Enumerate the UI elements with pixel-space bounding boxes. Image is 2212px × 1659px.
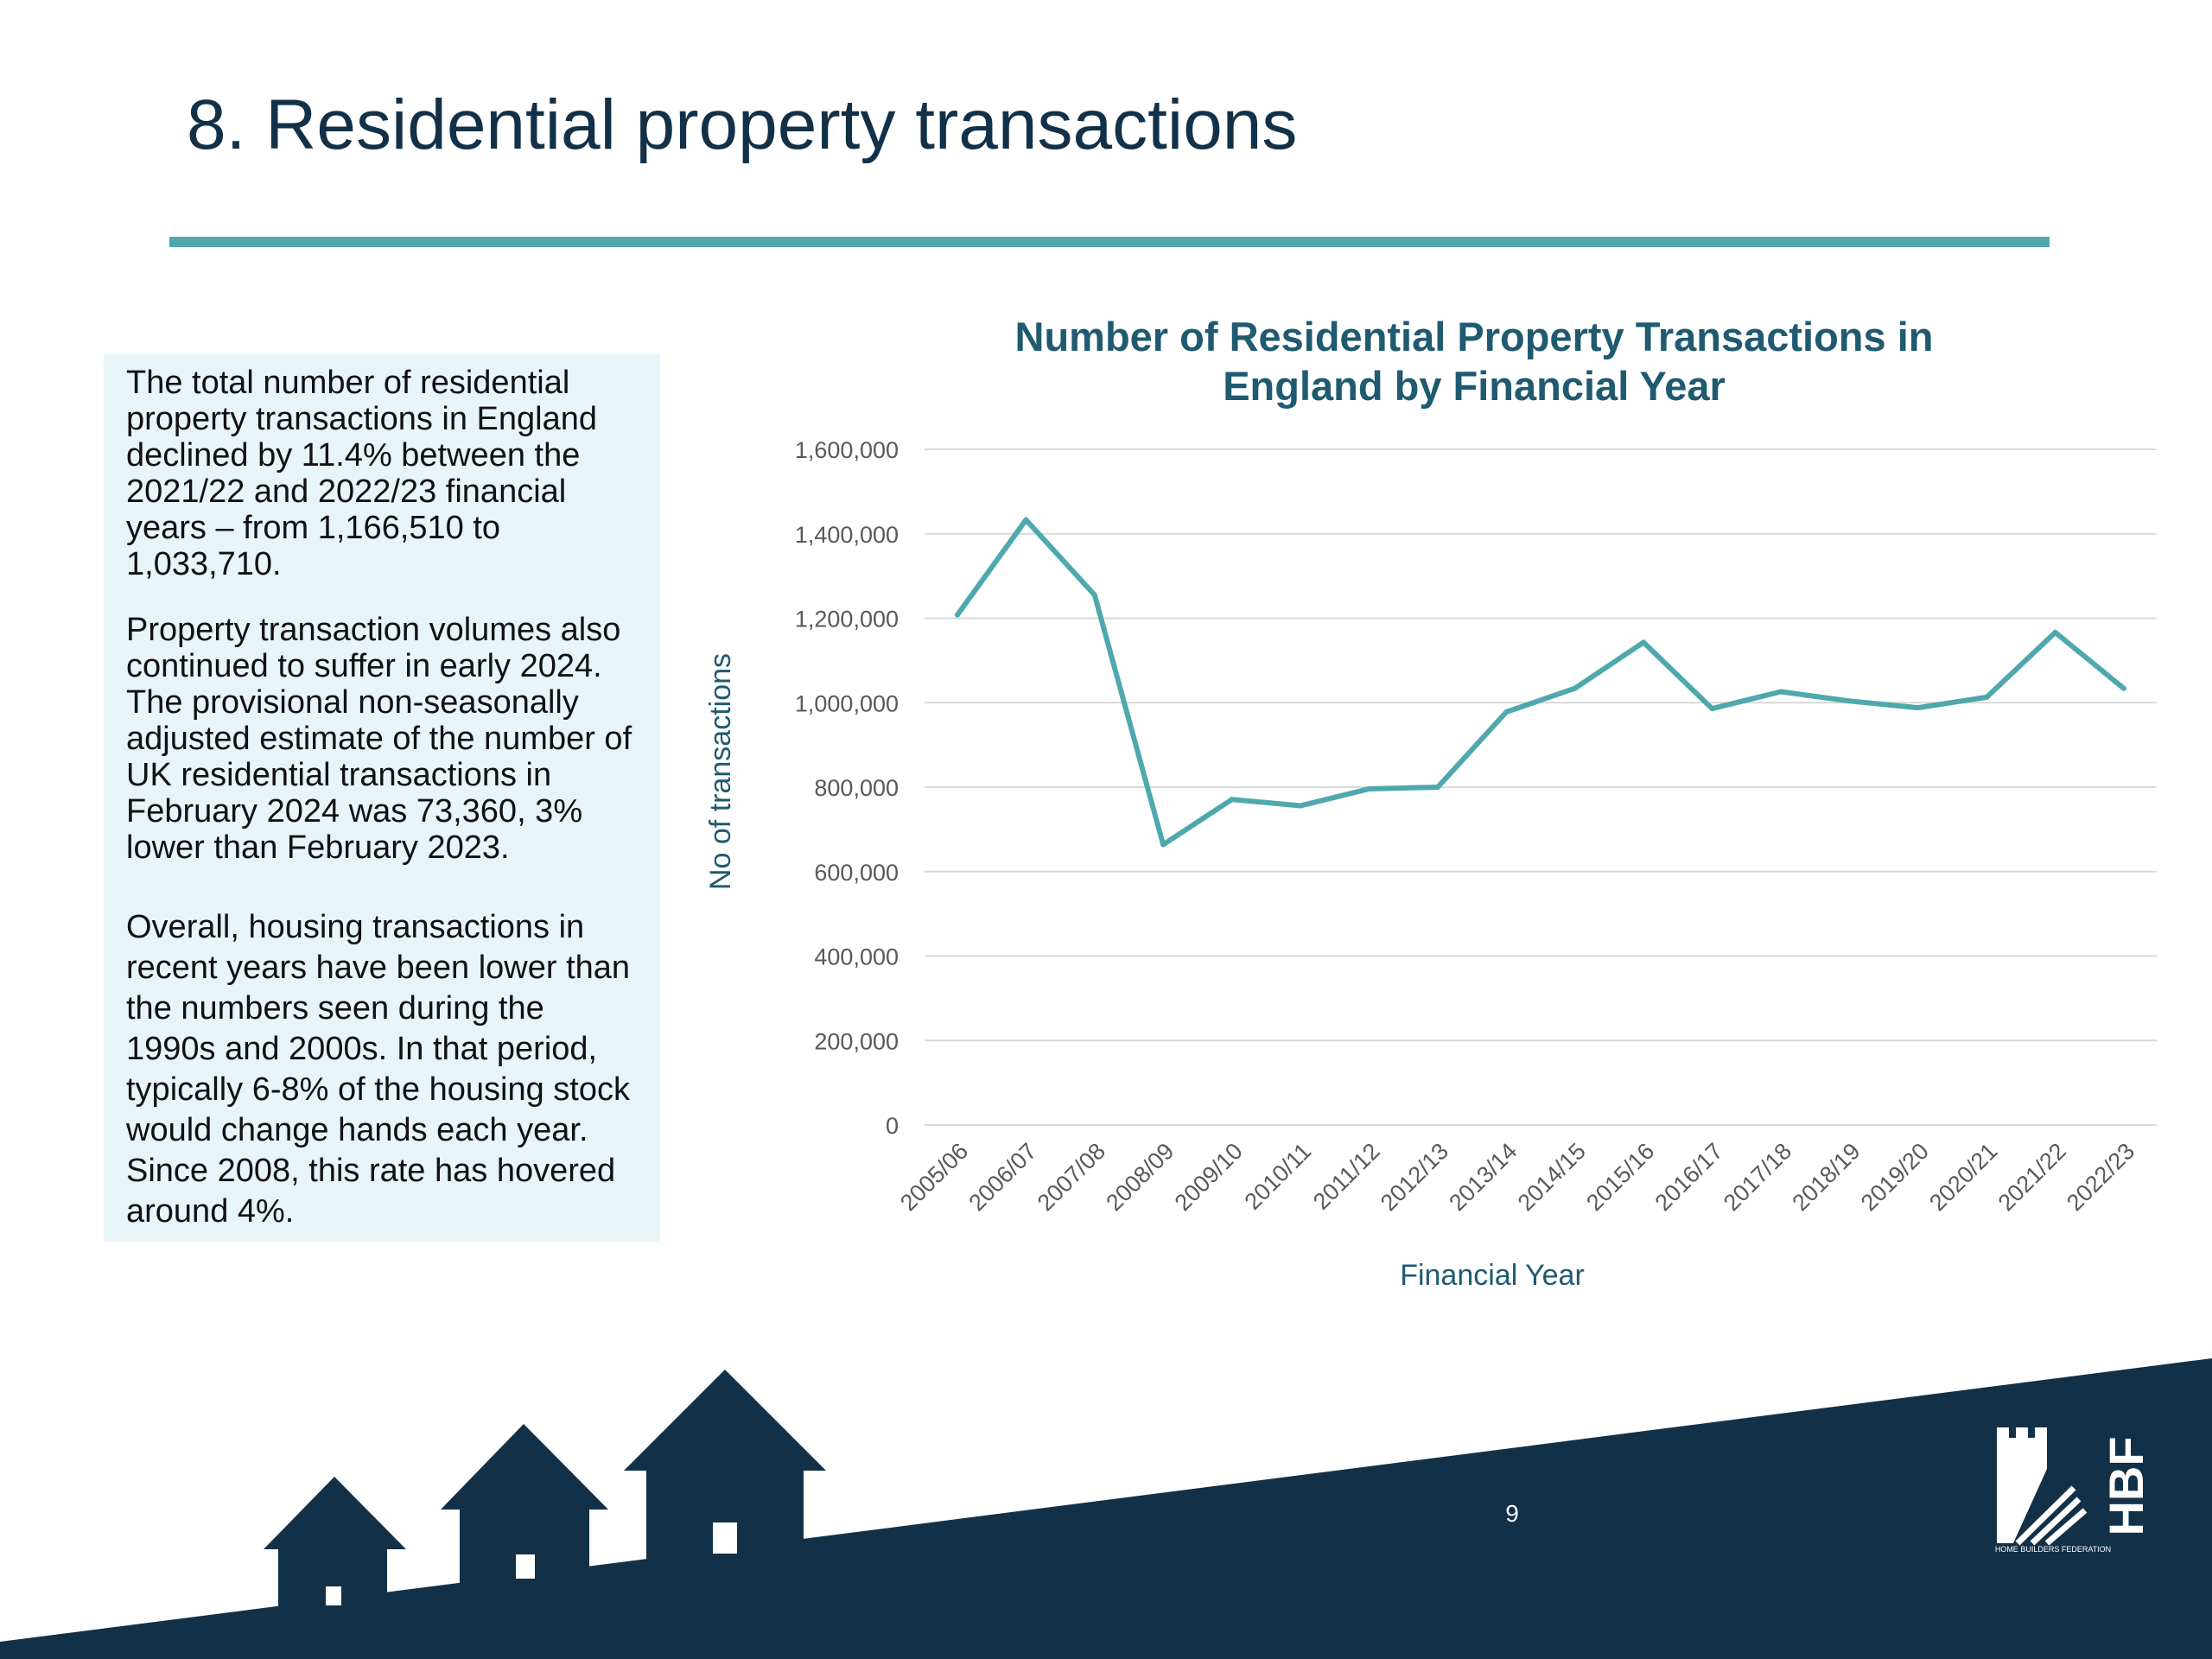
data-point <box>1503 709 1510 715</box>
data-point <box>1572 685 1578 691</box>
stripes-icon <box>2015 1485 2088 1546</box>
data-point <box>955 612 960 618</box>
y-tick-label: 200,000 <box>814 1028 899 1054</box>
data-point <box>1709 706 1715 712</box>
data-point <box>1915 705 1921 711</box>
chart-title-line-2: England by Financial Year <box>1223 363 1726 409</box>
y-tick-label: 1,000,000 <box>795 690 899 716</box>
house-medium-icon <box>441 1424 608 1604</box>
gridlines <box>925 448 2157 1126</box>
data-point <box>1366 785 1372 791</box>
summary-paragraph-1: The total number of residential property… <box>126 365 597 582</box>
y-tick-label: 400,000 <box>814 944 899 970</box>
title-rule <box>169 237 2050 247</box>
chart-title-line-1: Number of Residential Property Transacti… <box>1015 314 1934 359</box>
data-point <box>1229 797 1235 803</box>
x-axis-title: Financial Year <box>1400 1259 1585 1292</box>
y-tick-label: 1,200,000 <box>795 607 899 632</box>
series-line <box>955 517 2126 848</box>
data-point <box>1023 517 1029 523</box>
summary-text-box: The total number of residential property… <box>104 354 660 1242</box>
hbf-logo-text: HBF <box>2099 1436 2153 1535</box>
data-point <box>1298 803 1304 809</box>
data-point <box>1160 842 1166 848</box>
castle-tower-icon <box>1997 1427 2047 1543</box>
data-point <box>2121 685 2126 691</box>
slide-title: 8. Residential property transactions <box>187 86 1298 164</box>
y-tick-label: 1,600,000 <box>795 437 899 463</box>
y-tick-label: 1,400,000 <box>795 522 899 548</box>
data-point <box>1091 592 1097 598</box>
data-point <box>1777 689 1783 695</box>
summary-paragraph-3: Overall, housing transactions in recent … <box>126 909 631 1230</box>
y-axis-title: No of transactions <box>704 653 737 890</box>
y-tick-labels: 0 200,000 400,000 600,000 800,000 1,000,000 1,… <box>795 437 899 1139</box>
house-small-icon <box>264 1477 406 1616</box>
summary-paragraph-2: Property transaction volumes also contin… <box>126 612 632 866</box>
data-point <box>1847 698 1853 704</box>
page-number: 9 <box>1505 1500 1519 1527</box>
hbf-logo: HBF HOME BUILDERS FEDERATION <box>1995 1427 2153 1554</box>
hbf-logo-subtitle: HOME BUILDERS FEDERATION <box>1995 1545 2111 1554</box>
y-tick-label: 600,000 <box>814 860 899 886</box>
house-large-icon <box>624 1370 826 1588</box>
data-point <box>2052 629 2058 635</box>
data-point <box>1641 639 1647 645</box>
line-chart: Number of Residential Property Transacti… <box>704 314 2157 1292</box>
data-point <box>1434 785 1440 790</box>
y-tick-label: 800,000 <box>814 775 899 801</box>
data-point <box>1984 694 1990 700</box>
y-tick-label: 0 <box>886 1113 899 1139</box>
series-layer <box>955 517 2126 848</box>
